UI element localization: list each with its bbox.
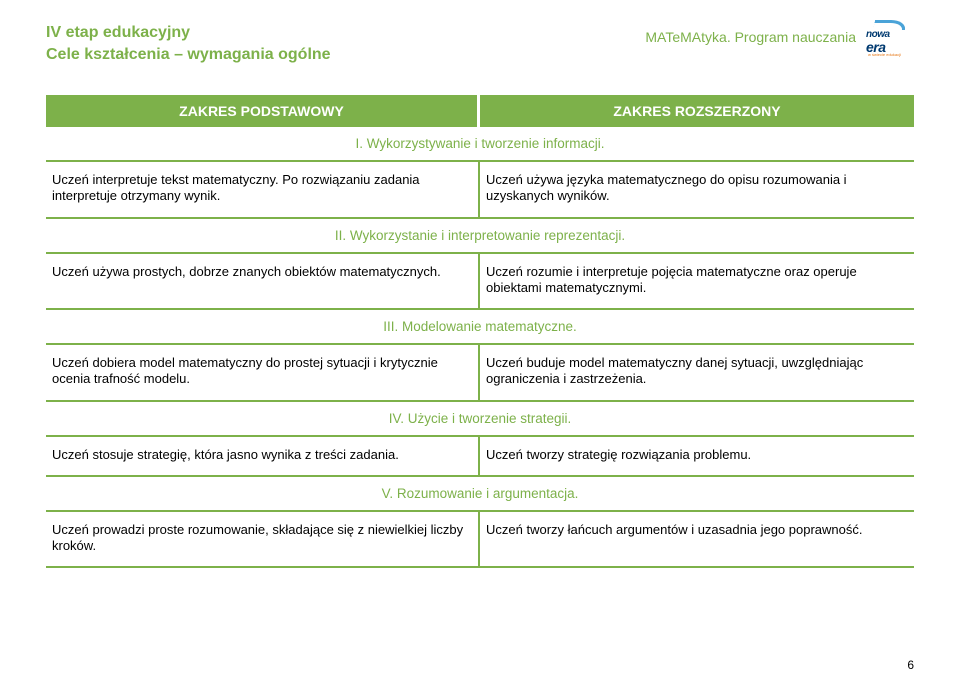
- section-title-2: II. Wykorzystanie i interpretowanie repr…: [46, 219, 914, 254]
- table-header-row: ZAKRES PODSTAWOWY ZAKRES ROZSZERZONY: [46, 95, 914, 127]
- section-title-3: III. Modelowanie matematyczne.: [46, 310, 914, 345]
- col-header-extended: ZAKRES ROZSZERZONY: [480, 95, 914, 127]
- logo-subtext: w świecie edukacji: [868, 52, 901, 57]
- cell-extended-2: Uczeń rozumie i interpretuje pojęcia mat…: [480, 254, 914, 311]
- section-title-row: II. Wykorzystanie i interpretowanie repr…: [46, 219, 914, 254]
- program-label: MATeMAtyka. Program nauczania: [645, 29, 856, 45]
- cell-basic-5: Uczeń prowadzi proste rozumowanie, skład…: [46, 512, 480, 569]
- page-number: 6: [907, 658, 914, 672]
- cell-basic-3: Uczeń dobiera model matematyczny do pros…: [46, 345, 480, 402]
- cell-extended-1: Uczeń używa języka matematycznego do opi…: [480, 162, 914, 219]
- header-left: IV etap edukacyjny Cele kształcenia – wy…: [46, 22, 645, 65]
- section-title-1: I. Wykorzystywanie i tworzenie informacj…: [46, 127, 914, 162]
- cell-basic-2: Uczeń używa prostych, dobrze znanych obi…: [46, 254, 480, 311]
- header-right: MATeMAtyka. Program nauczania nowa era w…: [645, 18, 914, 56]
- section-title-row: I. Wykorzystywanie i tworzenie informacj…: [46, 127, 914, 162]
- section-title-row: V. Rozumowanie i argumentacja.: [46, 477, 914, 512]
- section-title-row: III. Modelowanie matematyczne.: [46, 310, 914, 345]
- section-title-5: V. Rozumowanie i argumentacja.: [46, 477, 914, 512]
- section-title-row: IV. Użycie i tworzenie strategii.: [46, 402, 914, 437]
- goals-table: ZAKRES PODSTAWOWY ZAKRES ROZSZERZONY I. …: [46, 95, 914, 568]
- table-row: Uczeń prowadzi proste rozumowanie, skład…: [46, 512, 914, 569]
- stage-title-line1: IV etap edukacyjny: [46, 22, 645, 44]
- stage-title-line2: Cele kształcenia – wymagania ogólne: [46, 44, 645, 66]
- cell-basic-4: Uczeń stosuje strategię, która jasno wyn…: [46, 437, 480, 477]
- table-row: Uczeń interpretuje tekst matematyczny. P…: [46, 162, 914, 219]
- table-row: Uczeń używa prostych, dobrze znanych obi…: [46, 254, 914, 311]
- publisher-logo: nowa era w świecie edukacji: [866, 18, 914, 56]
- table-row: Uczeń stosuje strategię, która jasno wyn…: [46, 437, 914, 477]
- cell-basic-1: Uczeń interpretuje tekst matematyczny. P…: [46, 162, 480, 219]
- table-row: Uczeń dobiera model matematyczny do pros…: [46, 345, 914, 402]
- cell-extended-3: Uczeń buduje model matematyczny danej sy…: [480, 345, 914, 402]
- section-title-4: IV. Użycie i tworzenie strategii.: [46, 402, 914, 437]
- cell-extended-5: Uczeń tworzy łańcuch argumentów i uzasad…: [480, 512, 914, 569]
- col-header-basic: ZAKRES PODSTAWOWY: [46, 95, 480, 127]
- page-header: IV etap edukacyjny Cele kształcenia – wy…: [46, 22, 914, 65]
- cell-extended-4: Uczeń tworzy strategię rozwiązania probl…: [480, 437, 914, 477]
